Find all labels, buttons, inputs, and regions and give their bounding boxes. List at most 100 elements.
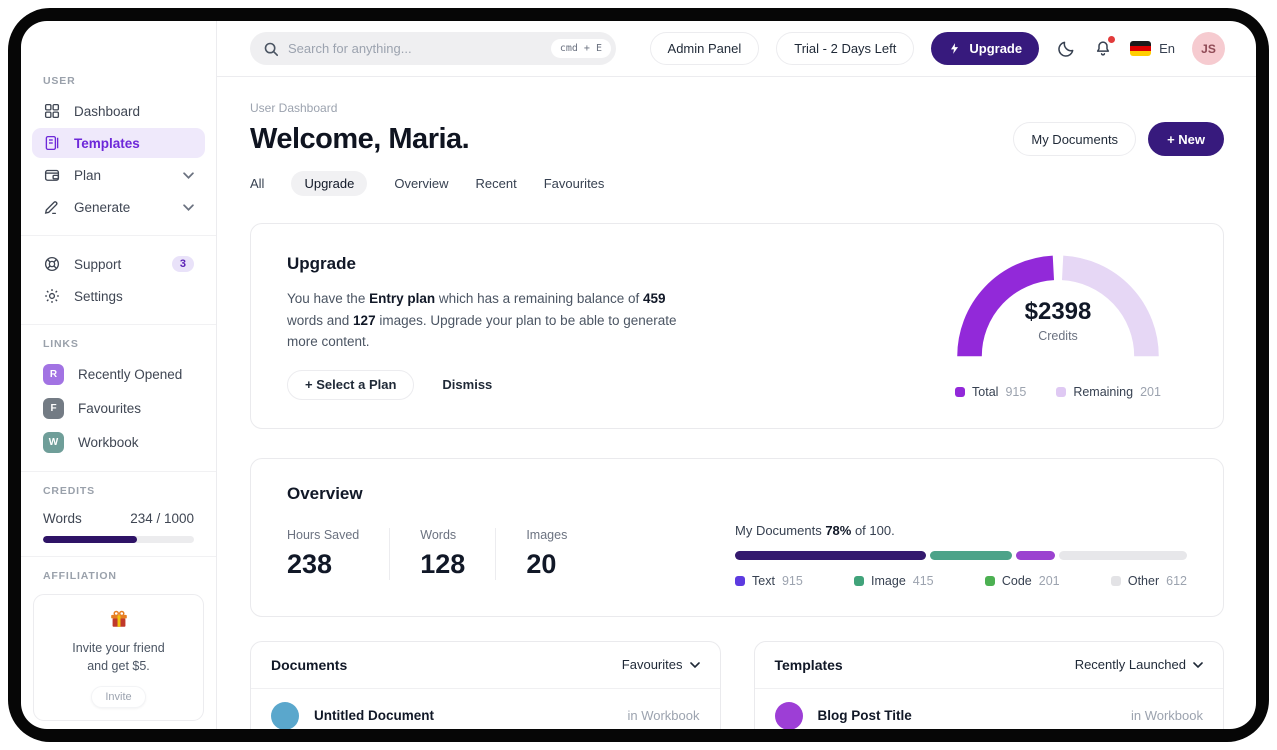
sidebar-item-label: Templates — [74, 135, 140, 151]
search-input[interactable] — [288, 41, 542, 56]
sidebar-link-label: Recently Opened — [78, 367, 183, 382]
templates-filter-label: Recently Launched — [1074, 657, 1186, 673]
sidebar-link-workbook[interactable]: W Workbook — [32, 427, 205, 458]
stat-value: 238 — [287, 549, 333, 580]
legend-swatch — [854, 575, 865, 586]
sidebar-divider — [21, 471, 216, 472]
upgrade-button-label: Upgrade — [969, 41, 1023, 56]
notifications-button[interactable] — [1093, 35, 1116, 59]
moon-icon — [1058, 41, 1074, 57]
sidebar-item-label: Settings — [74, 288, 123, 304]
language-selector[interactable]: En — [1130, 41, 1175, 56]
new-button[interactable]: + New — [1148, 122, 1224, 156]
dark-mode-toggle[interactable] — [1056, 39, 1076, 59]
progress-suffix: of 100. — [851, 522, 895, 538]
search-shortcut-badge: cmd + E — [550, 39, 611, 58]
sidebar-section-links: LINKS — [43, 338, 79, 350]
affiliation-card: Invite your friend and get $5. Invite — [33, 594, 204, 722]
templates-card-header: Templates Recently Launched — [754, 642, 1223, 689]
templates-filter-dropdown[interactable]: Recently Launched — [1075, 657, 1203, 672]
tab-overview[interactable]: Overview — [394, 176, 449, 191]
link-initial-badge: F — [43, 398, 64, 419]
sidebar-item-generate[interactable]: Generate — [32, 192, 205, 222]
gauge-label: Credits — [1038, 329, 1078, 343]
invite-button[interactable]: Invite — [91, 686, 146, 709]
templates-card: Templates Recently Launched Blog Post Ti… — [753, 640, 1224, 729]
admin-panel-button[interactable]: Admin Panel — [649, 32, 760, 65]
search-bar[interactable]: cmd + E — [250, 32, 616, 65]
sidebar-section-user: USER — [43, 75, 76, 87]
sidebar-link-favourites[interactable]: F Favourites — [32, 393, 205, 424]
my-documents-button[interactable]: My Documents — [1013, 122, 1137, 156]
wallet-icon — [44, 169, 60, 181]
documents-card: Documents Favourites Untitled Document i… — [250, 640, 721, 729]
user-avatar[interactable]: JS — [1192, 32, 1225, 65]
progress-title: My Documents 78% of 100. — [735, 523, 1187, 538]
templates-icon — [45, 135, 59, 151]
upgrade-card-title: Upgrade — [287, 254, 356, 273]
select-plan-button[interactable]: + Select a Plan — [287, 369, 415, 400]
page-header: Welcome, Maria. My Documents + New — [250, 122, 1224, 156]
legend-label: Code — [1001, 573, 1032, 588]
upgrade-button[interactable]: Upgrade — [931, 32, 1040, 65]
sidebar-divider — [21, 235, 216, 236]
legend-item-image: Image 415 — [854, 574, 934, 588]
upgrade-card-actions: + Select a Plan Dismiss — [287, 369, 685, 400]
documents-filter-label: Favourites — [621, 657, 683, 673]
credits-progress-track — [43, 536, 194, 543]
sidebar-divider — [21, 324, 216, 325]
gauge-center: $2398 Credits — [946, 298, 1170, 343]
breadcrumb: User Dashboard — [250, 101, 338, 115]
tab-bar: All Upgrade Overview Recent Favourites — [250, 171, 1224, 196]
bottom-cards: Documents Favourites Untitled Document i… — [250, 640, 1224, 729]
stat-words: Words 128 — [389, 528, 495, 581]
overview-card: Overview Hours Saved 238 Words 128 Image… — [250, 457, 1224, 617]
pencil-icon — [44, 201, 58, 215]
tab-all[interactable]: All — [250, 176, 265, 191]
legend-item-other: Other 612 — [1110, 573, 1187, 588]
upgrade-card-left: Upgrade You have the Entry plan which ha… — [287, 254, 685, 400]
gear-icon — [45, 289, 59, 303]
chevron-down-icon — [689, 661, 700, 668]
sidebar: USER Dashboard Templates Plan Generate S… — [21, 21, 217, 729]
trial-status-button[interactable]: Trial - 2 Days Left — [776, 32, 915, 65]
topbar-right: Admin Panel Trial - 2 Days Left Upgrade … — [649, 32, 1225, 65]
legend-value: 415 — [912, 573, 934, 588]
legend-swatch — [735, 575, 745, 586]
document-row[interactable]: Untitled Document in Workbook — [251, 689, 720, 729]
sidebar-divider — [21, 556, 216, 557]
templates-card-title: Templates — [774, 656, 843, 673]
tab-upgrade[interactable]: Upgrade — [291, 171, 368, 196]
sidebar-item-support[interactable]: Support 3 — [32, 249, 205, 279]
language-label: En — [1159, 41, 1175, 56]
documents-filter-dropdown[interactable]: Favourites — [622, 657, 700, 672]
sidebar-item-settings[interactable]: Settings — [32, 281, 205, 311]
sidebar-link-recently-opened[interactable]: R Recently Opened — [32, 359, 205, 390]
support-count-badge: 3 — [171, 256, 194, 272]
overview-stats: Hours Saved 238 Words 128 Images 20 — [287, 521, 597, 588]
dismiss-button[interactable]: Dismiss — [442, 377, 493, 393]
stat-value: 20 — [526, 549, 557, 580]
legend-item-text: Text 915 — [735, 574, 803, 588]
overview-card-title: Overview — [287, 483, 363, 503]
topbar: cmd + E Admin Panel Trial - 2 Days Left … — [217, 21, 1256, 77]
overview-row: Hours Saved 238 Words 128 Images 20 — [287, 521, 1187, 588]
tab-favourites[interactable]: Favourites — [543, 176, 605, 191]
sidebar-item-dashboard[interactable]: Dashboard — [32, 96, 205, 126]
legend-value: 612 — [1166, 573, 1187, 588]
grid-icon — [44, 103, 60, 119]
segment-text — [735, 550, 927, 560]
sidebar-item-plan[interactable]: Plan — [32, 160, 205, 190]
sidebar-item-label: Dashboard — [74, 103, 141, 119]
sidebar-item-templates[interactable]: Templates — [32, 128, 205, 158]
legend-swatch — [984, 575, 995, 586]
stat-label: Images — [526, 528, 568, 543]
affiliation-line2: and get $5. — [87, 659, 150, 674]
link-initial-badge: R — [43, 364, 64, 385]
template-row[interactable]: Blog Post Title in Workbook — [755, 689, 1224, 729]
affiliation-line1: Invite your friend — [72, 641, 165, 655]
link-initial-badge: W — [43, 432, 64, 453]
tab-recent[interactable]: Recent — [475, 176, 517, 191]
chevron-down-icon — [1193, 661, 1203, 668]
legend-label: Text — [752, 573, 775, 588]
